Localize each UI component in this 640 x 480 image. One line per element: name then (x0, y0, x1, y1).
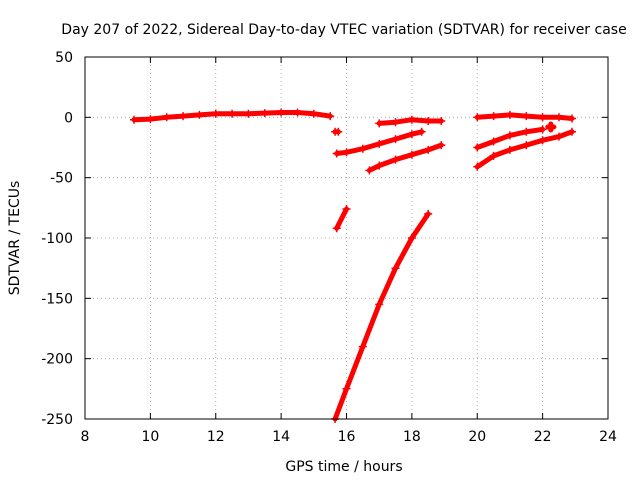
data-point (437, 117, 446, 125)
x-tick-label: 12 (207, 429, 225, 445)
data-point (407, 234, 416, 242)
data-point (391, 264, 400, 273)
data-point (489, 112, 498, 121)
x-tick-label: 20 (468, 429, 486, 445)
data-point (309, 109, 318, 118)
data-point (424, 209, 433, 218)
y-tick-label: -50 (50, 171, 73, 187)
data-point (375, 119, 384, 128)
data-point (473, 113, 482, 122)
data-point (358, 342, 367, 351)
data-point (555, 132, 563, 141)
data-point (522, 112, 531, 121)
data-point (505, 131, 514, 140)
data-trace (366, 142, 444, 173)
data-point (424, 117, 433, 125)
data-point (538, 113, 547, 122)
data-point (260, 109, 269, 118)
data-point (391, 135, 400, 144)
data-point (568, 114, 576, 123)
data-point (417, 127, 426, 136)
y-tick-label: 50 (55, 50, 73, 66)
data-point (473, 162, 482, 171)
data-point (473, 143, 482, 152)
data-point (522, 127, 531, 136)
data-trace (334, 206, 349, 231)
data-point (358, 144, 367, 153)
x-tick-label: 10 (141, 429, 159, 445)
data-point (130, 115, 138, 124)
data-point (334, 127, 343, 136)
axis-ticks: 8 10 12 14 16 18 20 22 24 50 0 -50 -100 -150 -200 -250 (41, 50, 617, 445)
data-point (342, 384, 351, 393)
x-tick-label: 22 (534, 429, 552, 445)
data-point (407, 150, 416, 159)
data-point (505, 110, 514, 119)
data-point (146, 115, 155, 124)
data-point (538, 125, 547, 134)
data-point (293, 108, 302, 117)
data-point (162, 113, 171, 122)
data-point (365, 166, 374, 175)
y-tick-label: 0 (64, 110, 73, 126)
data-point (332, 224, 341, 233)
data-point (342, 148, 351, 157)
chart-title: Day 207 of 2022, Sidereal Day-to-day VTE… (61, 22, 626, 38)
data-point (437, 141, 446, 150)
y-tick-label: -150 (41, 291, 73, 307)
data-point (568, 127, 576, 136)
y-tick-label: -250 (41, 412, 73, 428)
data-point (326, 112, 335, 121)
data-point (342, 205, 351, 213)
data-point (228, 109, 237, 118)
x-tick-label: 8 (81, 429, 90, 445)
data-point (548, 123, 557, 131)
grid-lines (85, 57, 608, 419)
y-tick-label: -100 (41, 231, 73, 247)
data-point (555, 113, 563, 122)
data-point (375, 139, 384, 148)
y-axis-label: SDTVAR / TECUs (7, 181, 23, 296)
data-point (375, 300, 384, 309)
data-point (375, 161, 384, 170)
data-point (195, 110, 204, 119)
data-points (130, 108, 576, 423)
data-point (505, 145, 514, 154)
data-point (424, 145, 433, 154)
y-tick-label: -200 (41, 352, 73, 368)
data-point (407, 130, 416, 139)
data-point (277, 108, 286, 117)
x-tick-label: 18 (403, 429, 421, 445)
data-point (332, 149, 341, 158)
data-point (522, 141, 531, 150)
x-tick-label: 14 (272, 429, 290, 445)
x-tick-label: 16 (338, 429, 356, 445)
data-point (179, 112, 188, 121)
data-point (244, 109, 253, 118)
data-point (407, 115, 416, 124)
data-point (489, 151, 498, 160)
data-point (211, 109, 220, 118)
x-axis-label: GPS time / hours (285, 459, 402, 475)
data-point (538, 136, 547, 145)
x-tick-label: 24 (599, 429, 617, 445)
data-point (489, 137, 498, 146)
data-point (391, 155, 400, 164)
data-point (391, 118, 400, 127)
